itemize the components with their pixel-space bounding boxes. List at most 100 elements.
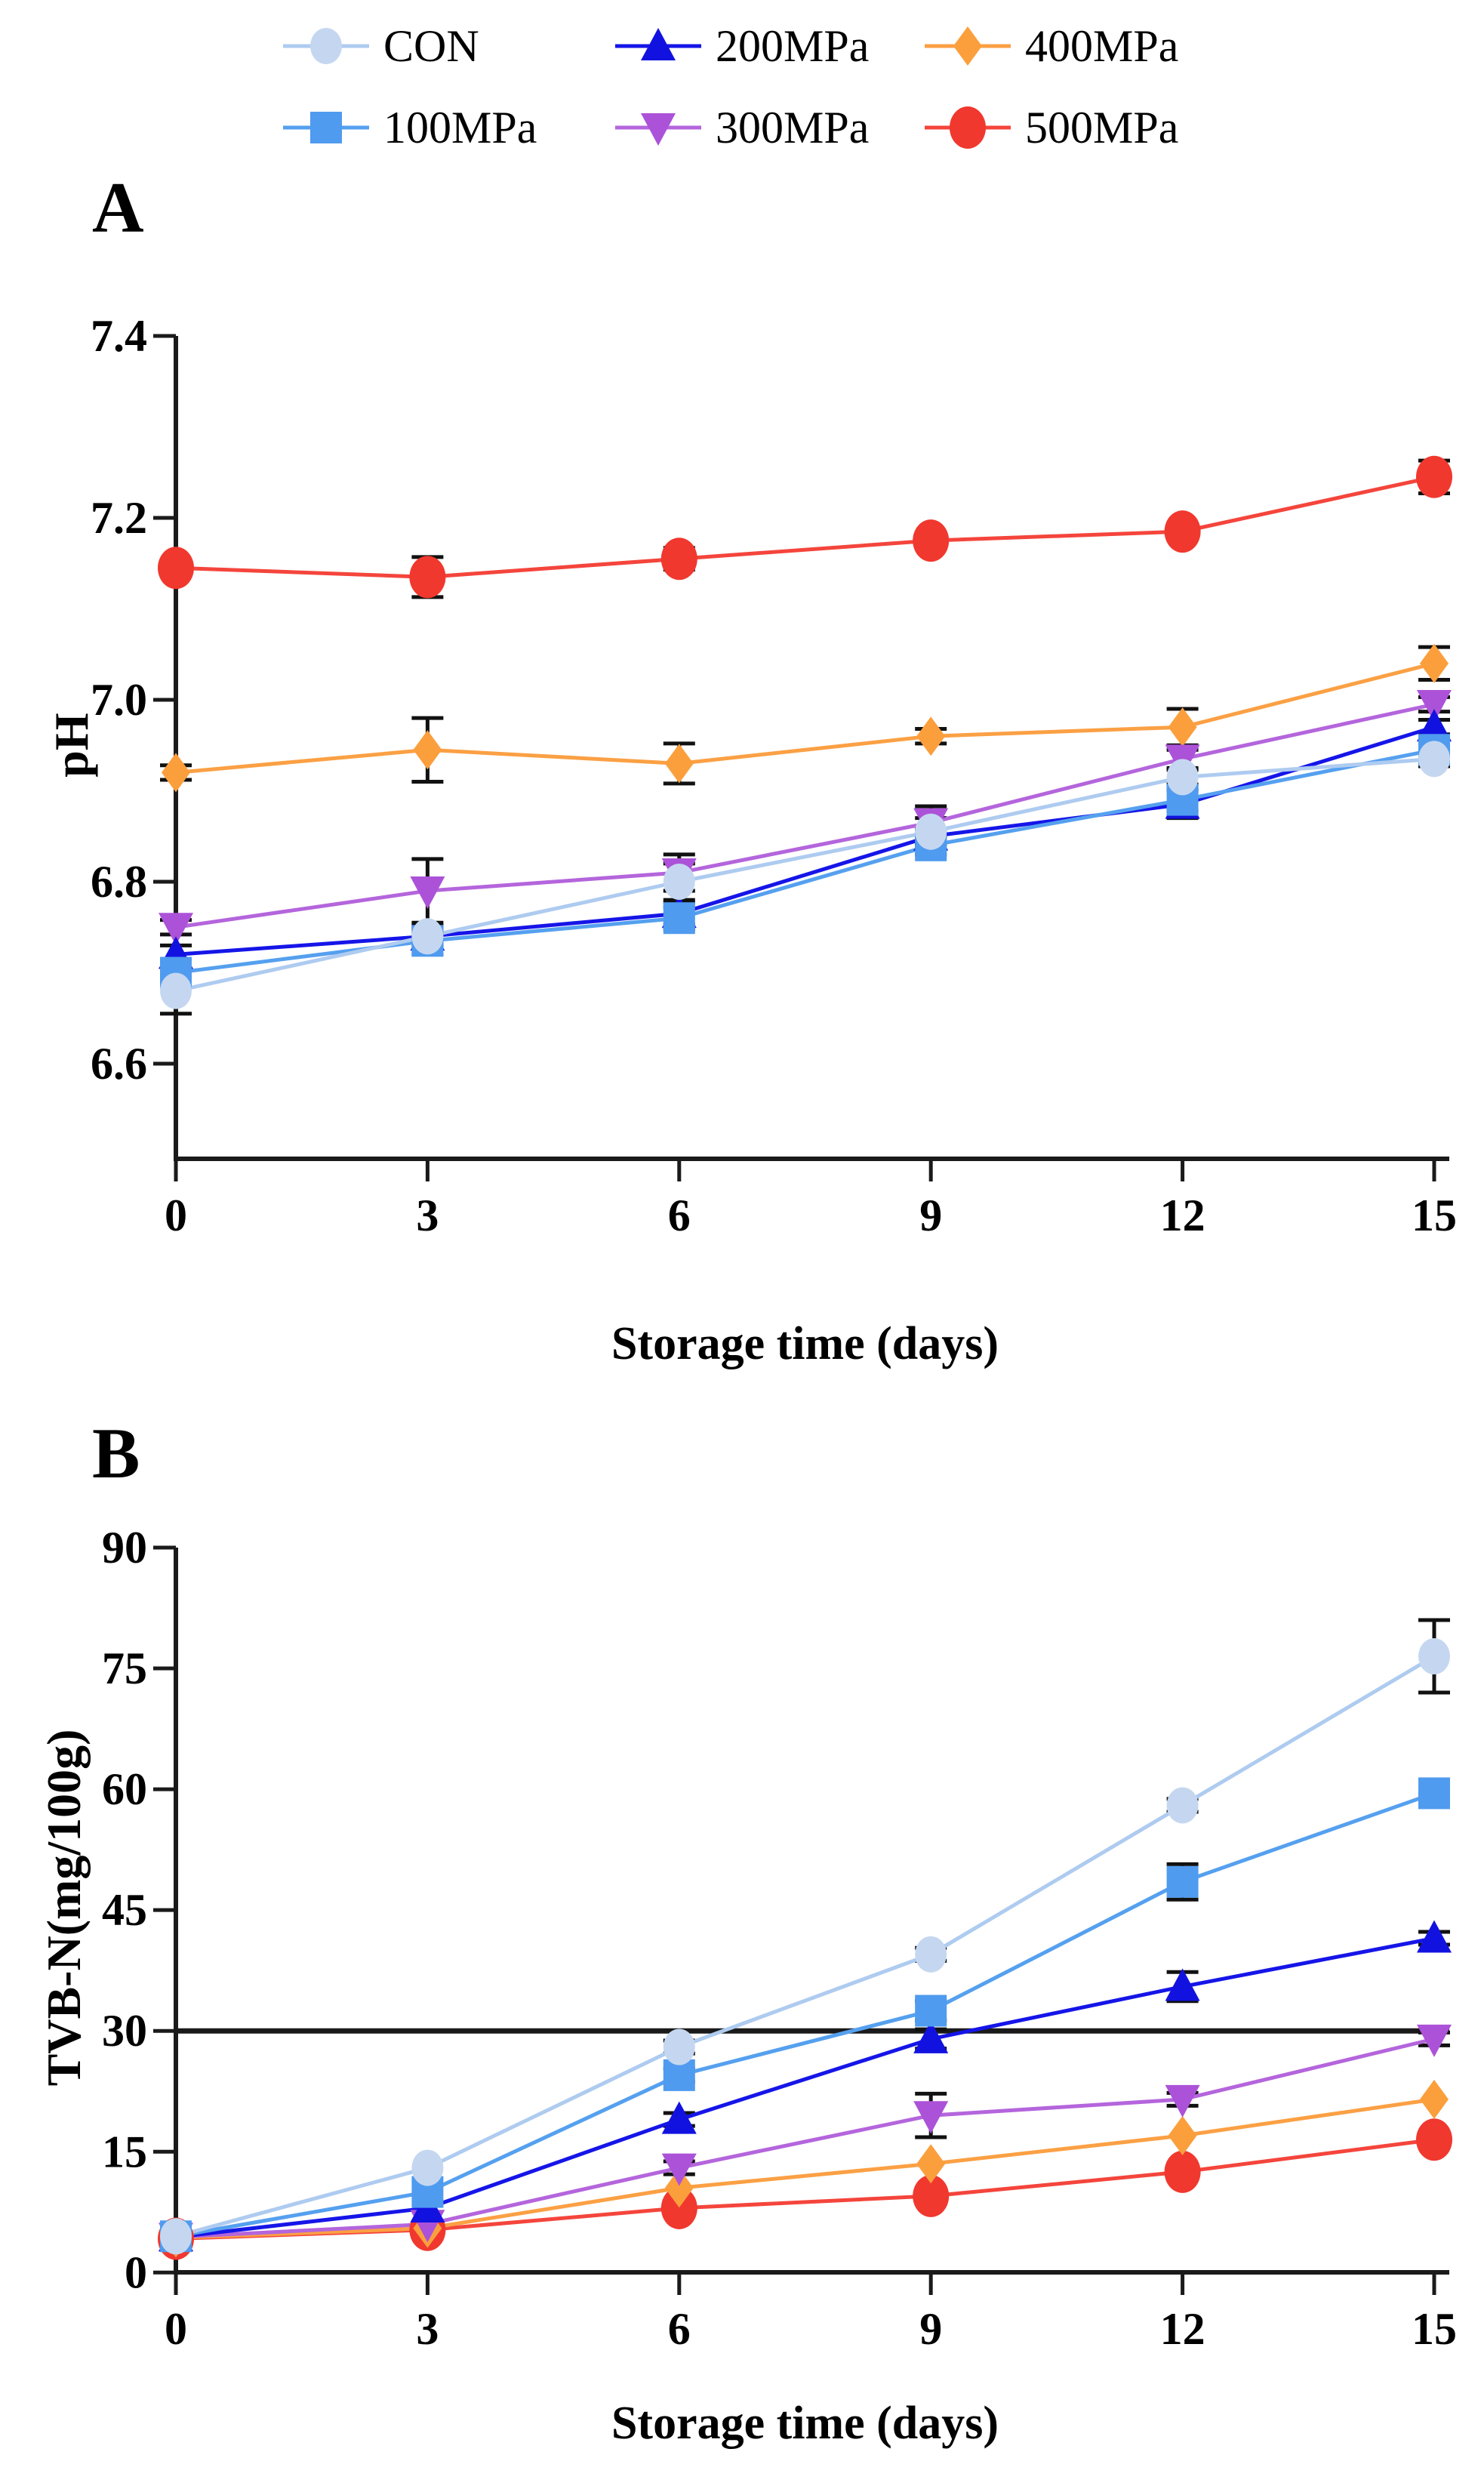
marker-300mpa [159,913,193,946]
y-tick-label: 7.2 [91,493,147,543]
legend-swatch-svg [283,28,369,64]
y-tick-label: 6.6 [91,1039,147,1089]
x-tick-label: 6 [668,2304,691,2354]
legend-item-500mpa: 500MPa [921,95,1178,160]
legend-label: CON [383,20,479,71]
200mpa-marker-icon [611,20,705,72]
x-tick-label: 12 [1160,1191,1205,1240]
marker-200mpa [1165,1968,1200,2001]
y-tick-label: 0 [125,2247,147,2297]
marker-400mpa [162,753,190,793]
marker-con [411,2149,444,2186]
legend-item-100mpa: 100MPa [279,95,537,160]
series-line-con [175,1654,1436,2238]
legend-label: 100MPa [383,102,537,152]
marker-300mpa [1417,2024,1452,2057]
marker-400mpa [1168,2115,1197,2155]
marker-500mpa [913,519,950,562]
panel-b-y-axis-title: TVB-N(mg/100g) [37,1729,91,2087]
marker-con [1418,741,1450,778]
x-tick-label: 15 [1412,1191,1457,1240]
marker-400mpa [413,730,442,770]
marker-con [1166,1787,1199,1824]
marker-400mpa [664,744,694,784]
series-line-100mpa [175,1791,1435,2238]
y-tick-label: 15 [102,2127,147,2176]
marker-con [160,972,192,1009]
legend-marker [641,113,676,146]
legend-label: 200MPa [716,20,870,71]
legend: CON 200MPa 400MPa 100MPa 300MPa 500MPa [0,0,1484,174]
legend-item-300mpa: 300MPa [611,95,869,160]
marker-con [160,2218,192,2255]
marker-500mpa [660,538,697,581]
marker-500mpa [1416,2118,1452,2161]
y-tick-label: 90 [102,1523,147,1573]
marker-con [915,813,947,850]
con-marker-icon [279,20,373,72]
marker-200mpa [913,2020,949,2053]
series-line-200mpa [175,725,1435,956]
legend-marker [641,28,676,60]
series-line-500mpa [175,475,1435,579]
marker-400mpa [916,716,946,756]
legend-marker [953,26,982,66]
marker-100mpa [1418,1777,1450,1810]
legend-item-con: CON [279,14,479,79]
marker-500mpa [409,556,446,599]
marker-500mpa [1416,455,1452,498]
marker-500mpa [660,2186,697,2229]
y-tick-label: 7.4 [91,311,147,361]
series-line-500mpa [175,2137,1435,2241]
x-tick-label: 6 [668,1191,691,1240]
marker-500mpa [1164,2150,1201,2193]
x-tick-label: 15 [1412,2304,1457,2354]
marker-con [663,864,695,900]
marker-con [915,1936,947,1973]
panel-a-y-axis-title: pH [45,713,98,778]
legend-swatch-svg [615,113,701,146]
marker-300mpa [410,876,445,910]
marker-300mpa [661,2153,697,2186]
y-tick-label: 60 [102,1764,147,1814]
marker-500mpa [158,547,194,590]
marker-400mpa [664,2168,694,2208]
x-tick-label: 9 [919,1191,942,1240]
marker-con [663,2028,695,2065]
marker-400mpa [1420,2079,1449,2119]
series-line-300mpa [175,2037,1435,2239]
x-tick-label: 3 [416,2304,439,2354]
y-tick-label: 45 [102,1885,147,1935]
x-tick-label: 0 [165,2304,187,2354]
series-line-con [175,756,1435,993]
legend-item-400mpa: 400MPa [921,14,1178,79]
marker-200mpa [1417,709,1452,742]
marker-500mpa [1164,510,1201,553]
marker-400mpa [916,2144,946,2184]
marker-300mpa [913,2101,949,2134]
x-tick-label: 9 [919,2304,942,2354]
panel-b: 90 75 60 45 30 15 00 3 6 9 12 15 [102,1523,1457,2354]
panel-a: 7.4 7.2 7.0 6.8 6.6 0 3 6 9 12 15 [91,311,1457,1240]
legend-swatch-svg [925,26,1011,66]
marker-100mpa [663,902,695,935]
legend-label: 400MPa [1025,20,1179,71]
y-tick-label: 7.0 [91,675,147,725]
500mpa-marker-icon [921,101,1014,154]
300mpa-marker-icon [611,101,705,154]
marker-200mpa [1417,1920,1452,1953]
marker-300mpa [1165,2084,1200,2118]
x-tick-label: 12 [1160,2304,1205,2354]
marker-con [1166,759,1199,796]
100mpa-marker-icon [279,101,373,154]
marker-con [1418,1638,1450,1675]
marker-200mpa [661,2101,697,2134]
x-tick-label: 3 [416,1191,439,1240]
series-line-400mpa [175,2097,1435,2240]
legend-marker [310,28,342,64]
400mpa-marker-icon [921,20,1014,72]
marker-500mpa [913,2174,950,2217]
marker-100mpa [1166,1865,1199,1898]
